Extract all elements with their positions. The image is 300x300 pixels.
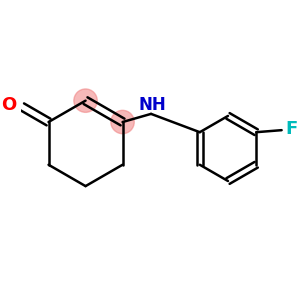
Text: NH: NH [138,96,166,114]
Text: F: F [286,120,298,138]
Text: O: O [1,96,16,114]
Circle shape [74,89,97,112]
Circle shape [111,110,134,134]
